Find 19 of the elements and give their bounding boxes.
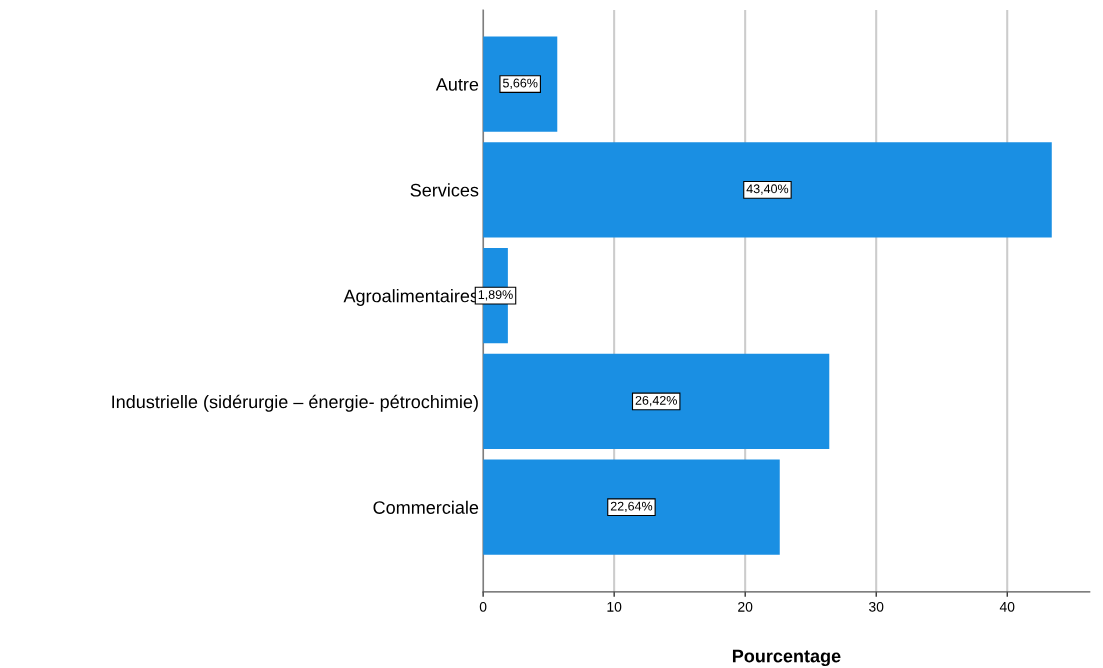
x-tick-label: 30 — [869, 601, 884, 612]
y-tick-label: Autre — [435, 78, 479, 91]
y-tick-label: Commerciale — [373, 500, 479, 514]
bar — [483, 353, 830, 450]
bar — [483, 36, 558, 132]
x-tick-label: 0 — [479, 601, 487, 612]
data-label: 5,66% — [502, 78, 538, 89]
x-tick-label: 20 — [738, 601, 753, 612]
x-axis-title: Pourcentage — [732, 649, 841, 667]
data-label: 43,40% — [746, 184, 789, 195]
bar — [483, 459, 780, 555]
data-label: 26,42% — [635, 395, 677, 407]
data-label: 1,89% — [478, 290, 513, 301]
y-tick-label: Industrielle (sidérurgie – énergie- pétrochimie) — [112, 394, 478, 412]
data-label: 22,64% — [610, 501, 653, 513]
bar — [483, 142, 1052, 238]
x-tick-label: 40 — [999, 601, 1015, 612]
x-tick-label: 10 — [607, 601, 622, 612]
y-tick-label: Services — [410, 183, 479, 197]
